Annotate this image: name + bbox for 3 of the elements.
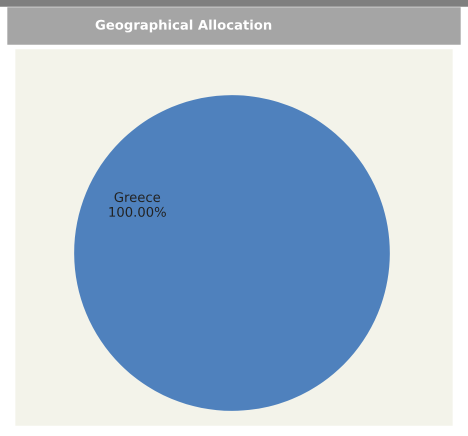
chart-title: Geographical Allocation — [96, 20, 272, 32]
data-label: 100.00% — [109, 206, 166, 217]
slice-label: Greece — [114, 192, 160, 202]
